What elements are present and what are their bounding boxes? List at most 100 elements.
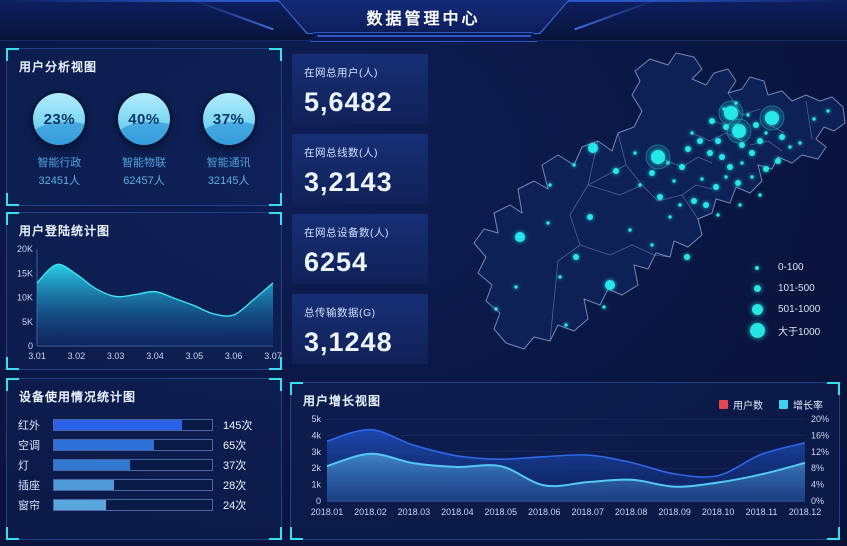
map-legend-dot-cell xyxy=(748,323,766,338)
map-inner-borders xyxy=(549,92,813,342)
stat-card: 在网总用户(人) 5,6482 xyxy=(292,54,428,124)
liquid-gauge: 40% 智能物联 62457人 xyxy=(104,85,184,188)
svg-text:20K: 20K xyxy=(17,244,33,254)
svg-text:15K: 15K xyxy=(17,268,33,278)
gauge-percent: 23% xyxy=(43,110,76,128)
legend-label: 用户数 xyxy=(733,401,763,412)
stat-label: 在网总线数(人) xyxy=(304,147,378,159)
map-point xyxy=(548,183,552,187)
map-point xyxy=(735,180,741,186)
map-point xyxy=(650,243,654,247)
bar-value-label: 28次 xyxy=(223,480,247,492)
map-point xyxy=(572,163,576,167)
svg-text:2k: 2k xyxy=(311,463,321,473)
panel-device-usage: 设备使用情况统计图 红外 145次 空调 65次灯 37次 插座 28次 窗帘 24次 xyxy=(6,378,282,540)
svg-text:2018.12: 2018.12 xyxy=(789,507,822,517)
map-point xyxy=(649,170,655,176)
map-point xyxy=(749,150,755,156)
map-point xyxy=(719,154,725,160)
map-point xyxy=(651,150,665,164)
map-point xyxy=(657,194,663,200)
map-point xyxy=(826,109,830,113)
map-point xyxy=(788,145,792,149)
bar-fill xyxy=(54,440,154,450)
header-title-plate: 数据管理中心 xyxy=(277,0,570,34)
map-point xyxy=(753,122,759,128)
map-point xyxy=(732,124,746,138)
gauge-count: 32451人 xyxy=(38,175,81,187)
gauge-bubble: 23% xyxy=(33,93,86,145)
legend-marker xyxy=(719,400,728,409)
map-point xyxy=(757,138,763,144)
bar-track xyxy=(53,499,213,511)
legend-item-增长率[interactable]: 增长率 xyxy=(779,397,823,412)
bar-track xyxy=(53,459,213,471)
map-point xyxy=(724,175,728,179)
map-point xyxy=(685,146,691,152)
map-point xyxy=(633,151,637,155)
legend-item-用户数[interactable]: 用户数 xyxy=(719,397,763,412)
map-point xyxy=(679,164,685,170)
stat-label: 总传输数据(G) xyxy=(304,307,376,319)
gauge-percent: 40% xyxy=(128,110,160,128)
bar-row: 红外 145次 xyxy=(18,415,271,435)
panel-title-login-stats: 用户登陆统计图 xyxy=(19,224,111,238)
panel-title-user-growth: 用户增长视图 xyxy=(303,394,382,408)
map-point xyxy=(734,101,738,105)
stat-label: 在网总设备数(人) xyxy=(304,227,389,239)
gauge-bubble: 40% xyxy=(117,93,170,145)
map-point xyxy=(638,183,642,187)
map-point xyxy=(750,175,754,179)
gauge-bubble: 37% xyxy=(202,93,255,145)
map-point xyxy=(494,307,498,311)
map-point xyxy=(697,138,703,144)
svg-text:2018.10: 2018.10 xyxy=(702,507,735,517)
map-point xyxy=(740,161,744,165)
map-point xyxy=(723,124,729,130)
bar-category-label: 灯 xyxy=(18,460,29,472)
svg-text:2018.07: 2018.07 xyxy=(571,507,604,517)
map-point xyxy=(775,158,781,164)
svg-text:0: 0 xyxy=(316,496,321,506)
map-legend-dot xyxy=(749,323,765,338)
map-legend-dot xyxy=(753,285,761,292)
svg-text:3.06: 3.06 xyxy=(225,351,243,361)
bar-category-label: 窗帘 xyxy=(18,500,40,512)
stat-label: 在网总用户(人) xyxy=(304,67,378,79)
svg-text:3.03: 3.03 xyxy=(107,351,125,361)
map-point xyxy=(709,118,715,124)
bar-value-label: 24次 xyxy=(223,500,247,512)
map-legend-label: 501-1000 xyxy=(778,304,821,315)
bar-fill xyxy=(54,420,182,430)
svg-text:2018.04: 2018.04 xyxy=(441,507,474,517)
map-point xyxy=(613,168,619,174)
province-map xyxy=(473,52,846,350)
map-point xyxy=(764,131,768,135)
device-bar-chart: 红外 145次 空调 65次灯 37次 插座 28次 窗帘 24次 xyxy=(18,415,271,515)
svg-text:2018.09: 2018.09 xyxy=(658,507,691,517)
svg-text:5k: 5k xyxy=(311,414,321,424)
gauge-count: 32145人 xyxy=(207,175,250,187)
bar-fill xyxy=(54,460,130,470)
map-point xyxy=(690,131,694,135)
svg-text:3.02: 3.02 xyxy=(68,351,86,361)
map-point xyxy=(763,166,769,172)
growth-chart-legend: 用户数 增长率 xyxy=(719,397,823,412)
panel-login-stats: 用户登陆统计图 20K 15K 10K 5K 0 3.01 3.02 3.03 3.04 3.05… xyxy=(6,212,282,370)
bar-row: 灯 37次 xyxy=(18,455,271,475)
svg-text:2018.02: 2018.02 xyxy=(354,507,387,517)
svg-text:0: 0 xyxy=(28,341,33,351)
map-point xyxy=(700,177,704,181)
stat-card: 总传输数据(G) 3,1248 xyxy=(292,294,428,364)
svg-text:4k: 4k xyxy=(311,430,321,440)
map-point xyxy=(722,107,726,111)
svg-text:16%: 16% xyxy=(811,430,829,440)
map-point xyxy=(587,214,593,220)
map-point xyxy=(514,285,518,289)
svg-text:2018.03: 2018.03 xyxy=(398,507,431,517)
map-point xyxy=(684,254,690,260)
map-legend: 0-100 101-500 501-1000 大于1000 xyxy=(748,257,820,341)
svg-text:3.04: 3.04 xyxy=(146,351,164,361)
bar-row: 空调 65次 xyxy=(18,435,271,455)
